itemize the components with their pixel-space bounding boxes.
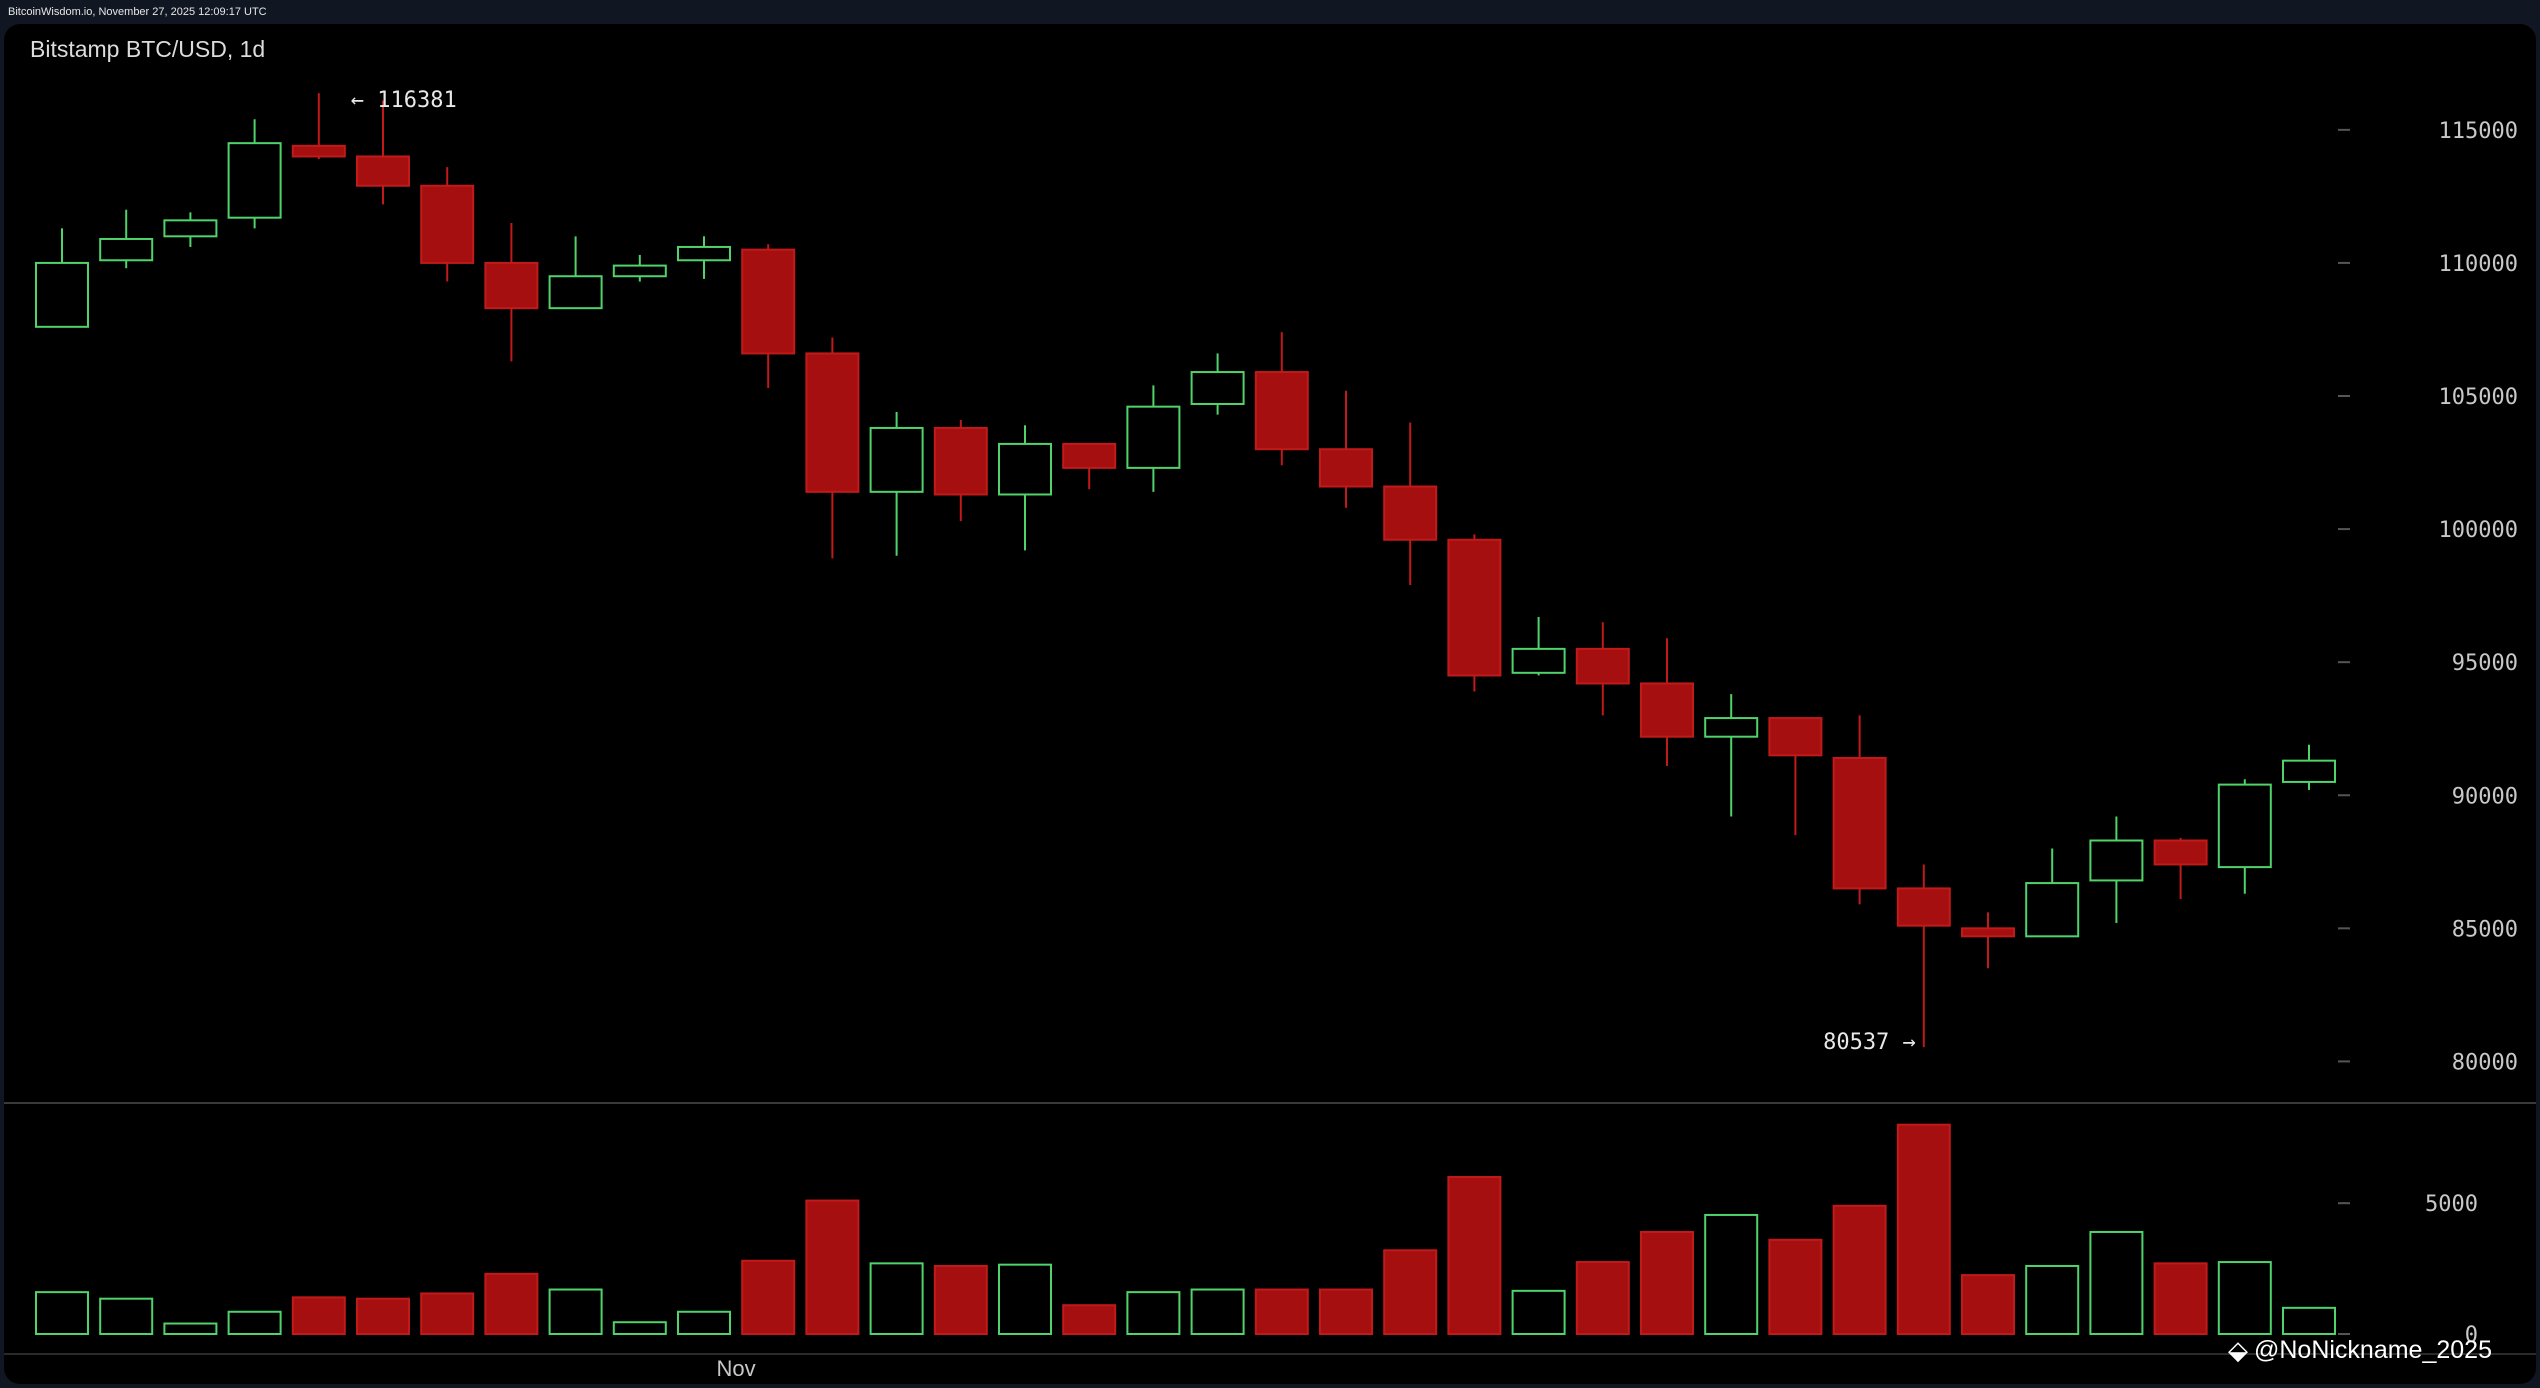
candle-body-down (1575, 647, 1630, 685)
candle-body-up (548, 275, 603, 310)
candle-body-down (1768, 717, 1823, 757)
low-annotation: 80537 → (1823, 1030, 1916, 1055)
candle-body-down (1832, 756, 1887, 890)
price-tick-label: 110000 (2439, 252, 2518, 277)
candle-body-down (420, 184, 475, 264)
volume-bar-down (1575, 1261, 1630, 1336)
volume-bar-up (2089, 1230, 2144, 1335)
volume-bar-down (1768, 1238, 1823, 1336)
candlestick-chart[interactable]: 80000 85000 90000 95000 100000 105000 110000 11… (4, 24, 2536, 1384)
candle-body-down (933, 426, 988, 496)
candle-body-up (1126, 405, 1181, 469)
candle-body-down (1961, 927, 2015, 938)
volume-bar-down (484, 1272, 539, 1335)
candle-body-up (2089, 839, 2144, 882)
volume-bar-up (35, 1291, 89, 1335)
chart-title: Bitstamp BTC/USD, 1d (30, 36, 266, 62)
volume-bar-up (677, 1310, 731, 1335)
volume-bar-down (1961, 1274, 2015, 1335)
candle-body-down (1062, 442, 1117, 469)
candle-body-up (163, 219, 218, 238)
high-annotation: ← 116381 (351, 88, 457, 113)
volume-bar-down (291, 1296, 346, 1335)
volume-bar-up (227, 1310, 282, 1335)
candle-body-down (1447, 538, 1502, 677)
volume-bar-down (1447, 1176, 1502, 1336)
volume-bar-down (1832, 1204, 1887, 1336)
watermark-text: @NoNickname_2025 (2253, 1336, 2492, 1364)
price-tick-label: 100000 (2439, 518, 2518, 543)
candle-body-down (1254, 371, 1309, 451)
candle-body-down (1896, 887, 1951, 927)
candle-body-down (741, 248, 796, 355)
volume-tick-label: 5000 (2425, 1192, 2478, 1217)
candle-body-down (291, 144, 346, 158)
volume-bar-down (1896, 1123, 1951, 1335)
binance-diamond-icon: ⬙ (2227, 1335, 2248, 1365)
candle-body-up (227, 142, 282, 219)
volume-bar-up (1511, 1289, 1566, 1336)
price-tick-label: 90000 (2452, 784, 2518, 809)
candle-body-down (1383, 485, 1438, 541)
candle-body-down (2153, 839, 2208, 866)
candle-body-up (99, 237, 154, 262)
volume-bar-up (1126, 1291, 1181, 1335)
candle-body-down (1319, 448, 1373, 488)
chart-panel[interactable]: 80000 85000 90000 95000 100000 105000 110000 11… (4, 24, 2536, 1384)
candle-body-up (2025, 882, 2080, 938)
candle-body-up (1704, 717, 1759, 738)
volume-bar-down (420, 1292, 475, 1335)
volume-bar-down (1254, 1288, 1309, 1336)
volume-bar-up (2217, 1261, 2272, 1336)
candle-body-up (869, 426, 924, 493)
x-tick-label: Nov (717, 1356, 756, 1381)
volume-bar-up (869, 1262, 924, 1336)
volume-bar-up (548, 1288, 603, 1336)
candle-body-up (1190, 371, 1245, 405)
candle-body-down (484, 261, 539, 310)
price-tick-label: 80000 (2452, 1050, 2518, 1075)
volume-bar-up (1704, 1213, 1759, 1336)
candle-body-down (356, 155, 410, 187)
volume-tick-label: 0 (2465, 1323, 2478, 1348)
price-tick-label: 95000 (2452, 651, 2518, 676)
price-tick-label: 85000 (2452, 917, 2518, 942)
volume-bar-down (1319, 1288, 1373, 1336)
volume-bar-up (99, 1297, 154, 1335)
volume-bar-down (2153, 1262, 2208, 1336)
volume-bar-down (933, 1264, 988, 1335)
price-tick-label: 115000 (2439, 119, 2518, 144)
volume-bar-up (612, 1321, 667, 1335)
watermark: ⬙ @NoNickname_2025 (2228, 1335, 2492, 1366)
volume-bar-up (2025, 1264, 2080, 1335)
volume-bar-down (356, 1297, 410, 1335)
volume-bar-down (1383, 1249, 1438, 1335)
candle-body-up (2217, 783, 2272, 869)
header-source-text: BitcoinWisdom.io, November 27, 2025 12:0… (0, 0, 2540, 24)
volume-bar-up (163, 1322, 218, 1336)
volume-bar-down (1062, 1304, 1117, 1336)
volume-bar-down (805, 1199, 860, 1336)
candle-body-down (1640, 682, 1694, 738)
candle-body-up (612, 264, 667, 278)
candle-body-up (35, 261, 89, 328)
volume-bar-up (2282, 1306, 2336, 1335)
price-tick-label: 105000 (2439, 385, 2518, 410)
volume-bar-up (1190, 1288, 1245, 1336)
candle-body-up (998, 442, 1052, 496)
candle-body-up (1511, 647, 1566, 674)
candle-body-up (2282, 759, 2336, 783)
volume-bar-down (741, 1259, 796, 1335)
candle-body-up (677, 245, 731, 262)
candle-body-down (805, 352, 860, 493)
volume-bar-down (1640, 1230, 1694, 1335)
volume-bar-up (998, 1263, 1052, 1335)
